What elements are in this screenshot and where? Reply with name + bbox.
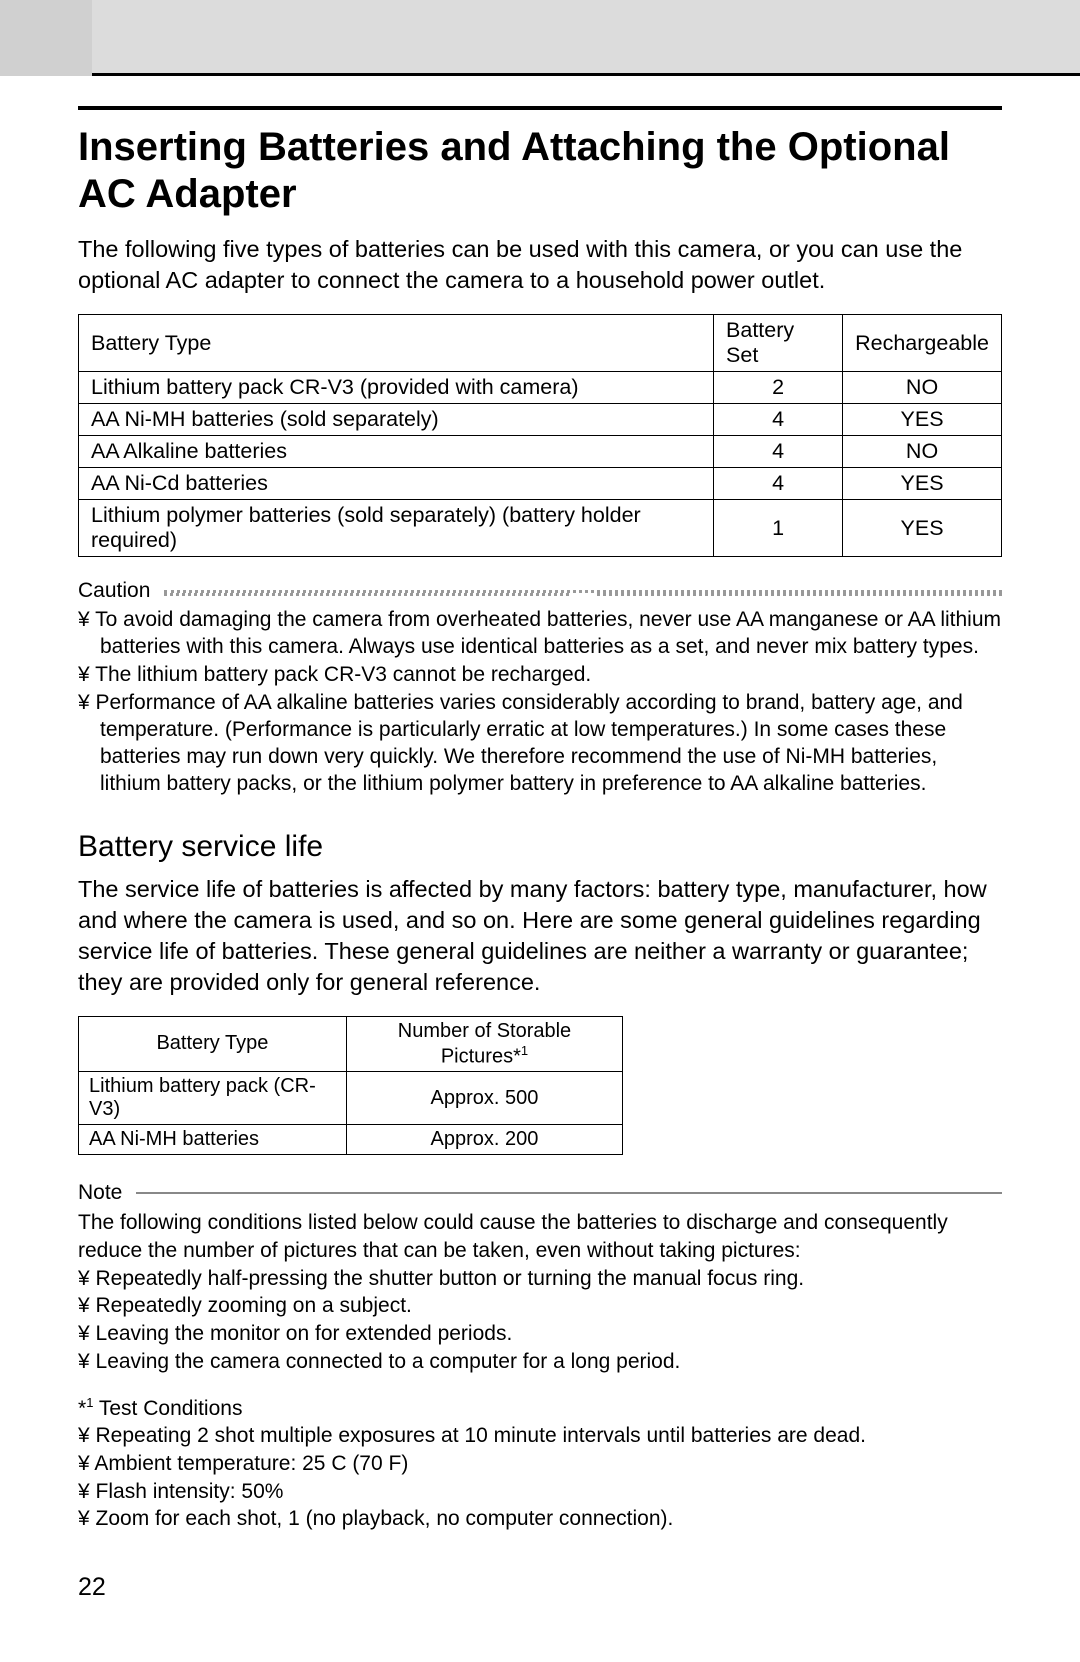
table-header-row: Battery Type Number of Storable Pictures… <box>79 1016 623 1072</box>
table-header-row: Battery Type Battery Set Rechargeable <box>79 315 1002 372</box>
cell: 4 <box>714 404 843 436</box>
list-item: Repeatedly half-pressing the shutter but… <box>78 1265 1002 1293</box>
table-row: Lithium battery pack (CR-V3) Approx. 500 <box>79 1072 623 1125</box>
list-item: The lithium battery pack CR-V3 cannot be… <box>78 662 1002 689</box>
col-battery-set: Battery Set <box>714 315 843 372</box>
cell: AA Alkaline batteries <box>79 436 714 468</box>
col-rechargeable: Rechargeable <box>843 315 1002 372</box>
service-life-table: Battery Type Number of Storable Pictures… <box>78 1016 623 1156</box>
cell: 4 <box>714 468 843 500</box>
cell: YES <box>843 468 1002 500</box>
cell: NO <box>843 372 1002 404</box>
intro-paragraph: The following five types of batteries ca… <box>78 234 1002 296</box>
list-item: Leaving the monitor on for extended peri… <box>78 1320 1002 1348</box>
cell: Lithium polymer batteries (sold separate… <box>79 500 714 557</box>
list-item: To avoid damaging the camera from overhe… <box>78 607 1002 661</box>
note-section: Note The following conditions listed bel… <box>78 1181 1002 1533</box>
table-row: Lithium battery pack CR-V3 (provided wit… <box>79 372 1002 404</box>
solid-rule-icon <box>136 1192 1002 1194</box>
cell: 2 <box>714 372 843 404</box>
caution-list: To avoid damaging the camera from overhe… <box>78 607 1002 797</box>
list-item: Performance of AA alkaline batteries var… <box>78 690 1002 798</box>
cell: AA Ni-MH batteries <box>79 1125 347 1155</box>
note-intro: The following conditions listed below co… <box>78 1209 1002 1264</box>
header-gray-bar <box>0 0 1080 76</box>
cell: AA Ni-MH batteries (sold separately) <box>79 404 714 436</box>
cell: NO <box>843 436 1002 468</box>
cell: 4 <box>714 436 843 468</box>
table-row: AA Alkaline batteries 4 NO <box>79 436 1002 468</box>
cell: YES <box>843 500 1002 557</box>
col-storable-pictures: Number of Storable Pictures*1 <box>346 1016 622 1072</box>
list-item: Flash intensity: 50% <box>78 1478 1002 1506</box>
list-item: Repeating 2 shot multiple exposures at 1… <box>78 1422 1002 1450</box>
dotted-rule-icon <box>164 590 1002 593</box>
page-number: 22 <box>78 1573 1002 1602</box>
cell: Lithium battery pack (CR-V3) <box>79 1072 347 1125</box>
page-title: Inserting Batteries and Attaching the Op… <box>78 124 1002 218</box>
cell: 1 <box>714 500 843 557</box>
cell: Approx. 200 <box>346 1125 622 1155</box>
battery-type-table: Battery Type Battery Set Rechargeable Li… <box>78 314 1002 557</box>
col-battery-type: Battery Type <box>79 315 714 372</box>
table-row: AA Ni-Cd batteries 4 YES <box>79 468 1002 500</box>
cell: Lithium battery pack CR-V3 (provided wit… <box>79 372 714 404</box>
table-row: Lithium polymer batteries (sold separate… <box>79 500 1002 557</box>
list-item: Repeatedly zooming on a subject. <box>78 1292 1002 1320</box>
table-row: AA Ni-MH batteries (sold separately) 4 Y… <box>79 404 1002 436</box>
title-rule <box>78 106 1002 110</box>
list-item: Ambient temperature: 25 C (70 F) <box>78 1450 1002 1478</box>
service-life-intro: The service life of batteries is affecte… <box>78 874 1002 998</box>
cell: AA Ni-Cd batteries <box>79 468 714 500</box>
caution-heading: Caution <box>78 579 1002 603</box>
cell: Approx. 500 <box>346 1072 622 1125</box>
header-gray-inner <box>0 0 92 76</box>
footnote-list: Repeating 2 shot multiple exposures at 1… <box>78 1422 1002 1533</box>
caution-label: Caution <box>78 579 150 603</box>
list-item: Leaving the camera connected to a comput… <box>78 1348 1002 1376</box>
page-content: Inserting Batteries and Attaching the Op… <box>0 106 1080 1662</box>
note-heading: Note <box>78 1181 1002 1205</box>
note-list: Repeatedly half-pressing the shutter but… <box>78 1265 1002 1376</box>
table-row: AA Ni-MH batteries Approx. 200 <box>79 1125 623 1155</box>
note-label: Note <box>78 1181 122 1205</box>
service-life-heading: Battery service life <box>78 830 1002 864</box>
col-battery-type: Battery Type <box>79 1016 347 1072</box>
cell: YES <box>843 404 1002 436</box>
footnote-heading: *1 Test Conditions <box>78 1394 1002 1423</box>
